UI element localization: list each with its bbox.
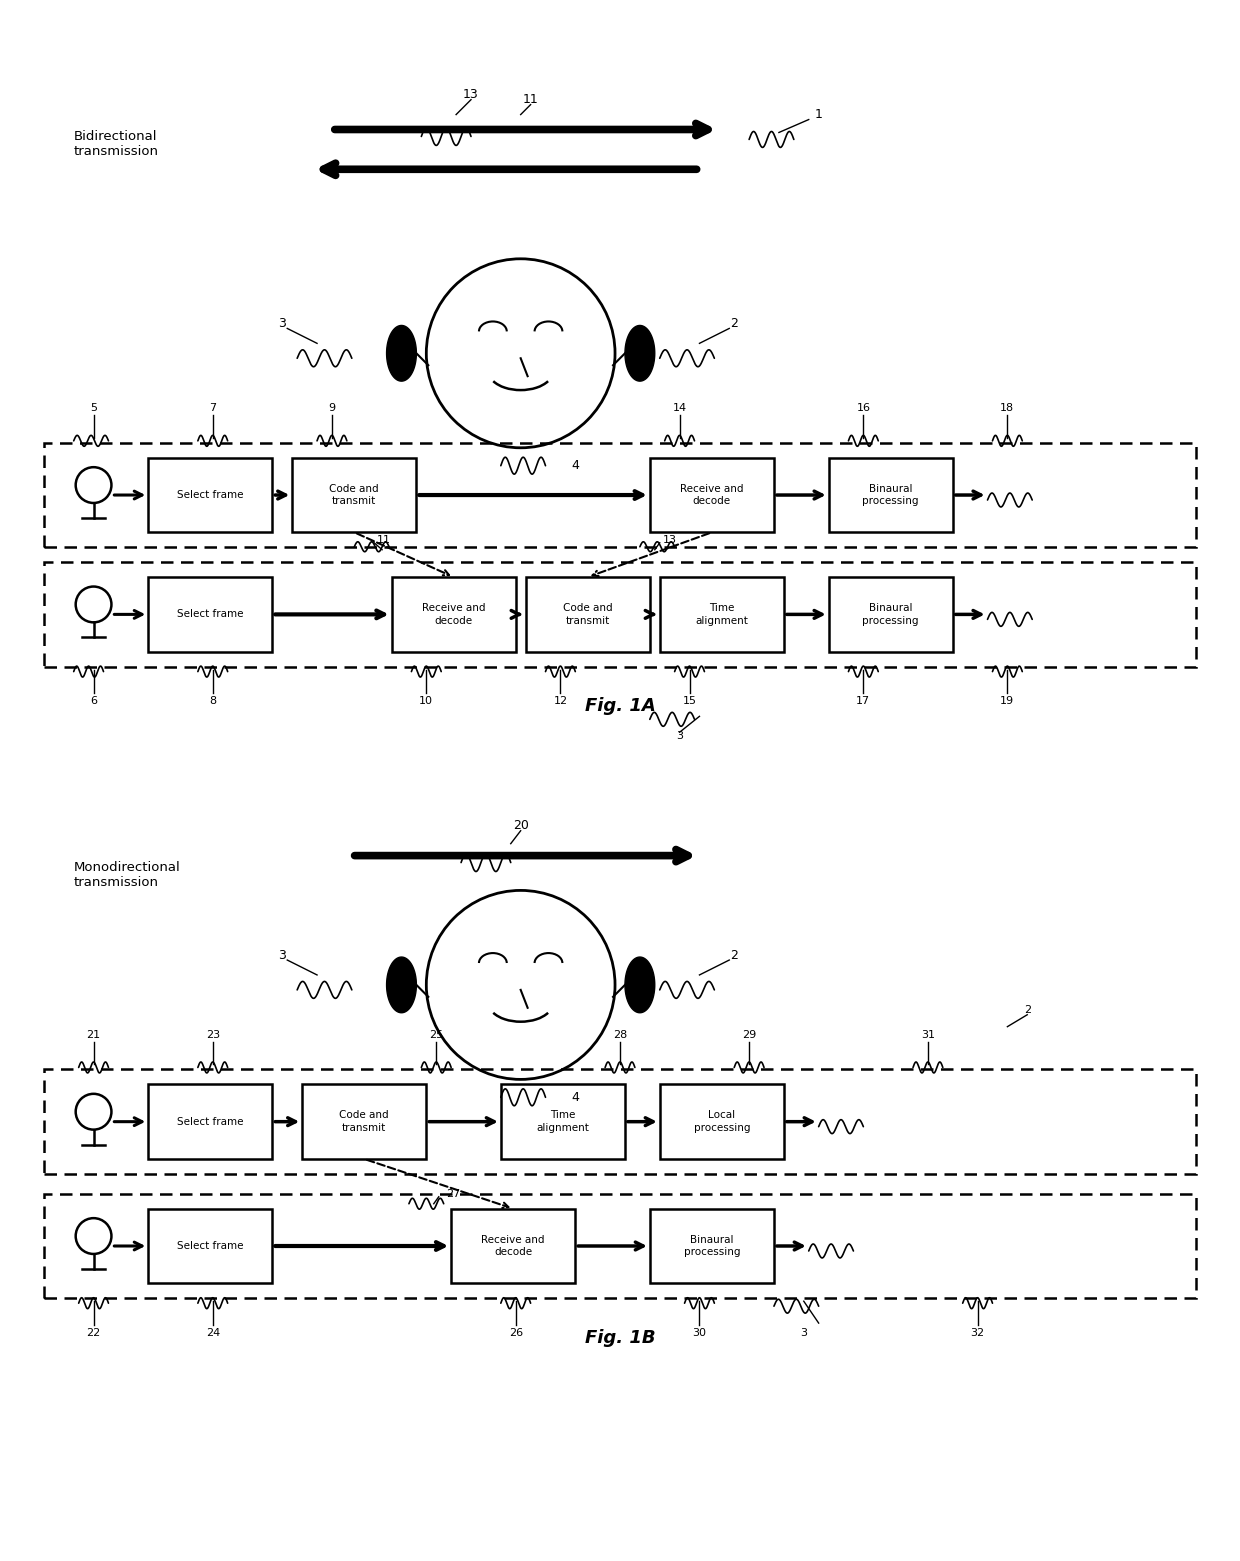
Text: 4: 4 (572, 1091, 579, 1104)
Text: Receive and
decode: Receive and decode (422, 603, 485, 626)
Text: 11: 11 (523, 94, 538, 106)
Text: 9: 9 (329, 403, 336, 414)
Text: Binaural
processing: Binaural processing (683, 1235, 740, 1257)
Bar (43, 1069, 1197, 1174)
Text: Select frame: Select frame (177, 1116, 243, 1127)
Text: Receive and
decode: Receive and decode (481, 1235, 544, 1257)
Text: 14: 14 (672, 403, 687, 414)
Text: 7: 7 (210, 403, 216, 414)
Text: 19: 19 (1001, 696, 1014, 707)
Text: 25: 25 (429, 1030, 444, 1040)
Text: Monodirectional
transmission: Monodirectional transmission (73, 862, 181, 890)
Text: Binaural
processing: Binaural processing (862, 484, 919, 506)
Bar (43, 1194, 1197, 1299)
Bar (660, 578, 784, 651)
Bar (650, 457, 774, 532)
Text: 23: 23 (206, 1030, 219, 1040)
Bar (660, 1085, 784, 1158)
Text: 31: 31 (921, 1030, 935, 1040)
Text: 27: 27 (446, 1189, 461, 1199)
Bar (149, 457, 273, 532)
Text: 13: 13 (463, 87, 479, 101)
Bar (526, 578, 650, 651)
Text: 3: 3 (800, 1328, 807, 1338)
Text: 2: 2 (1024, 1005, 1030, 1015)
Text: 11: 11 (377, 535, 391, 545)
Text: 17: 17 (857, 696, 870, 707)
Text: Code and
transmit: Code and transmit (563, 603, 613, 626)
Bar (149, 1085, 273, 1158)
Text: 3: 3 (278, 949, 286, 962)
Bar (501, 1085, 625, 1158)
Text: 13: 13 (662, 535, 677, 545)
Text: 1: 1 (815, 108, 822, 122)
Bar (149, 578, 273, 651)
Bar (43, 562, 1197, 667)
Text: Select frame: Select frame (177, 1241, 243, 1250)
Polygon shape (387, 957, 417, 1013)
Text: 32: 32 (971, 1328, 985, 1338)
Text: Bidirectional
transmission: Bidirectional transmission (73, 131, 159, 158)
Text: 10: 10 (419, 696, 433, 707)
Text: 6: 6 (91, 696, 97, 707)
Bar (303, 1085, 427, 1158)
Text: 2: 2 (730, 949, 738, 962)
Text: 12: 12 (553, 696, 568, 707)
Text: 8: 8 (210, 696, 216, 707)
Bar (828, 457, 952, 532)
Text: 28: 28 (613, 1030, 627, 1040)
Bar (293, 457, 417, 532)
Text: 24: 24 (206, 1328, 219, 1338)
Polygon shape (625, 325, 655, 381)
Text: 18: 18 (1001, 403, 1014, 414)
Bar (828, 578, 952, 651)
Text: Local
processing: Local processing (693, 1110, 750, 1133)
Text: 3: 3 (676, 731, 683, 741)
Text: Code and
transmit: Code and transmit (330, 484, 379, 506)
Text: Select frame: Select frame (177, 609, 243, 620)
Text: 21: 21 (87, 1030, 100, 1040)
Text: 4: 4 (572, 459, 579, 471)
Bar (650, 1208, 774, 1283)
Text: 26: 26 (508, 1328, 523, 1338)
Text: 22: 22 (87, 1328, 100, 1338)
Text: 30: 30 (692, 1328, 707, 1338)
Text: Code and
transmit: Code and transmit (340, 1110, 389, 1133)
Text: Time
alignment: Time alignment (696, 603, 748, 626)
Text: Fig. 1B: Fig. 1B (585, 1328, 655, 1347)
Text: 3: 3 (278, 317, 286, 329)
Bar (392, 578, 516, 651)
Bar (451, 1208, 575, 1283)
Text: 2: 2 (730, 317, 738, 329)
Text: Binaural
processing: Binaural processing (862, 603, 919, 626)
Bar (149, 1208, 273, 1283)
Text: 5: 5 (91, 403, 97, 414)
Text: 29: 29 (742, 1030, 756, 1040)
Text: Time
alignment: Time alignment (537, 1110, 589, 1133)
Text: Receive and
decode: Receive and decode (680, 484, 744, 506)
Polygon shape (387, 325, 417, 381)
Text: Fig. 1A: Fig. 1A (584, 698, 656, 715)
Text: 15: 15 (682, 696, 697, 707)
Bar (43, 443, 1197, 548)
Text: 20: 20 (512, 820, 528, 832)
Text: 16: 16 (857, 403, 870, 414)
Polygon shape (625, 957, 655, 1013)
Text: Select frame: Select frame (177, 490, 243, 500)
